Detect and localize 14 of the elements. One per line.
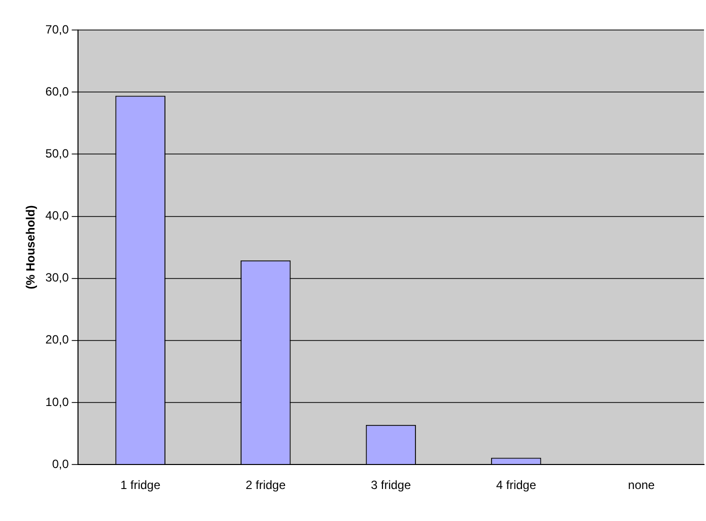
y-tick-label: 60,0 — [45, 84, 70, 98]
y-tick-label: 30,0 — [45, 270, 70, 285]
y-axis-title: (% Household) — [24, 205, 38, 290]
x-tick-label: 3 fridge — [370, 478, 412, 492]
x-tick-label: 1 fridge — [120, 478, 161, 492]
y-tick-label: 10,0 — [45, 394, 70, 409]
y-tick-label: 20,0 — [45, 332, 70, 347]
y-tick-label: 70,0 — [45, 22, 70, 36]
x-tick-label: none — [628, 478, 656, 492]
y-tick-label: 0,0 — [52, 456, 70, 471]
y-tick-label: 40,0 — [45, 208, 70, 223]
x-tick-label: 2 fridge — [246, 478, 286, 492]
x-tick-label: 4 fridge — [496, 478, 536, 492]
y-tick-label: 50,0 — [45, 146, 70, 160]
